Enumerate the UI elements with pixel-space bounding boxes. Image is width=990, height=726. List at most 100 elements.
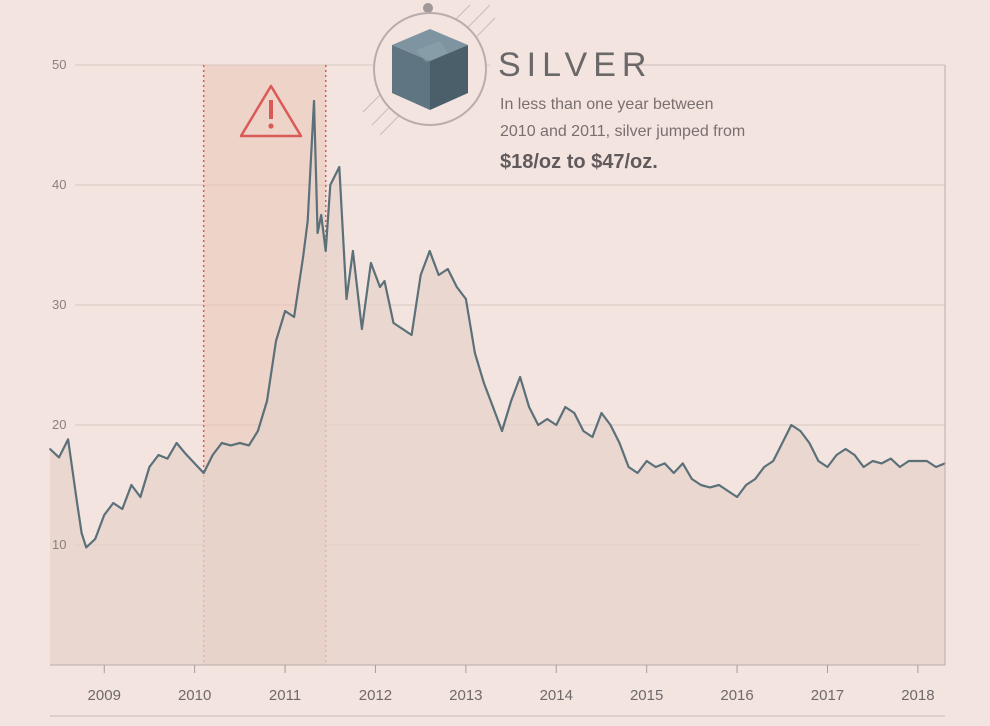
data-point: [510, 400, 512, 402]
data-point: [49, 448, 51, 450]
data-point: [501, 430, 503, 432]
x-tick-label: 2014: [540, 687, 573, 704]
data-point: [681, 462, 684, 465]
data-point: [455, 286, 458, 288]
data-point: [121, 508, 124, 510]
data-point: [817, 460, 820, 462]
data-point: [345, 298, 348, 300]
data-point: [546, 418, 549, 420]
data-point: [826, 466, 829, 468]
data-point: [306, 220, 309, 222]
data-point: [329, 184, 332, 186]
data-point: [338, 166, 341, 168]
data-point: [392, 322, 395, 324]
data-point: [193, 462, 196, 465]
data-point: [709, 486, 711, 489]
data-point: [754, 478, 757, 480]
annotation-highlight: $18/oz to $47/oz.: [500, 151, 658, 173]
annotation-line-2: 2010 and 2011, silver jumped from: [500, 123, 745, 140]
data-point: [220, 442, 223, 444]
data-point: [302, 256, 305, 258]
data-point: [148, 466, 151, 468]
data-point: [808, 442, 811, 444]
data-point: [654, 466, 657, 468]
data-point: [916, 460, 919, 462]
data-point: [379, 286, 381, 288]
data-point: [582, 430, 585, 432]
data-point: [247, 444, 250, 447]
axis-layer: 10 20 30 40 50 2009 2010 2011 2012 2013 2014 2015 20…: [50, 57, 946, 717]
data-point: [370, 262, 372, 264]
data-point: [763, 466, 766, 468]
data-point: [781, 442, 784, 444]
data-point: [266, 400, 268, 402]
data-point: [618, 442, 621, 444]
x-tick-label: 2018: [901, 687, 934, 704]
x-tick-label: 2017: [811, 687, 844, 704]
x-tick-label: 2016: [720, 687, 753, 704]
data-point: [67, 438, 69, 441]
y-tick-label: 30: [52, 297, 66, 312]
data-point: [537, 424, 540, 426]
data-point: [519, 376, 522, 378]
data-point: [898, 466, 901, 468]
data-point: [935, 466, 937, 468]
data-point: [175, 442, 178, 444]
data-point: [94, 538, 97, 540]
silver-cube-emblem: [362, 3, 496, 136]
data-point: [473, 352, 476, 354]
data-point: [636, 472, 639, 474]
data-point: [229, 444, 232, 447]
data-point: [790, 424, 793, 426]
data-point: [324, 250, 327, 252]
data-point: [528, 406, 531, 408]
data-point: [889, 457, 892, 460]
data-point: [202, 472, 205, 474]
data-point: [166, 457, 169, 460]
data-point: [600, 412, 603, 414]
data-point: [727, 490, 729, 492]
data-point: [862, 466, 865, 468]
data-point: [853, 454, 856, 456]
data-point: [700, 484, 702, 486]
x-tick-label: 2010: [178, 687, 211, 704]
data-point: [591, 436, 594, 438]
data-point: [844, 448, 847, 450]
data-point: [555, 424, 558, 426]
data-point: [419, 274, 422, 276]
data-point: [926, 460, 928, 462]
data-point: [316, 232, 319, 234]
data-point: [211, 454, 214, 456]
data-point: [835, 454, 838, 456]
data-point: [238, 442, 241, 444]
line-layer: [49, 99, 946, 549]
series-area: [50, 101, 945, 665]
data-point: [573, 412, 576, 414]
data-point: [80, 532, 83, 534]
data-point: [690, 478, 693, 480]
data-point: [320, 214, 323, 216]
data-point: [401, 328, 404, 330]
data-point: [464, 298, 467, 300]
warning-icon: [239, 84, 303, 138]
x-tick-label: 2013: [449, 687, 482, 704]
data-point: [492, 406, 494, 408]
data-point: [428, 250, 431, 252]
data-point: [672, 472, 675, 474]
data-point: [103, 514, 106, 516]
annotation-line-1: In less than one year between: [500, 96, 713, 113]
y-tick-label: 50: [52, 57, 66, 72]
data-point: [772, 460, 775, 462]
x-tick-label: 2011: [269, 687, 301, 704]
data-point: [257, 430, 259, 432]
data-point: [663, 462, 666, 465]
data-point: [446, 268, 449, 270]
y-tick-label: 10: [52, 537, 66, 552]
x-tick-label: 2015: [630, 687, 663, 704]
data-point: [360, 328, 363, 330]
x-tick-label: 2009: [88, 687, 121, 704]
data-point: [564, 406, 567, 408]
data-point: [383, 280, 386, 282]
